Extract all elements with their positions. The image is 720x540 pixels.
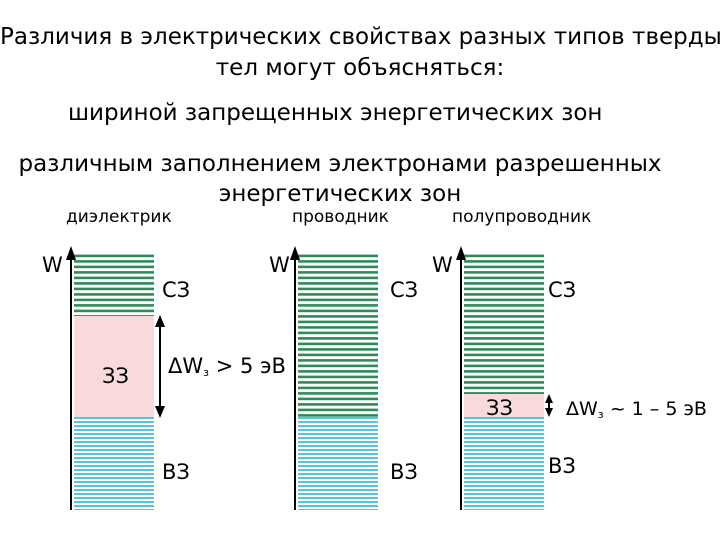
dielectric-axis-label: W <box>42 253 63 277</box>
dielectric-forbidden-band <box>74 316 154 417</box>
dielectric-diagram <box>66 246 165 510</box>
semiconductor-gap-label: ЗЗ <box>486 396 513 420</box>
conductor-axis-label: W <box>269 253 290 277</box>
conductor-axis-arrowhead <box>290 246 300 260</box>
dielectric-cb-label: СЗ <box>162 278 191 302</box>
conductor-diagram <box>290 246 378 510</box>
conductor-valence-band <box>298 417 378 510</box>
semiconductor-conduction-band <box>464 254 544 394</box>
semiconductor-gap-arrowhead-top <box>545 394 553 403</box>
dielectric-gap-subscript: з <box>203 366 209 379</box>
dielectric-axis-arrowhead <box>66 246 76 260</box>
conductor-vb-label: ВЗ <box>390 460 418 484</box>
title-line-1: Различия в электрических свойствах разны… <box>0 24 720 50</box>
semiconductor-gap-symbol: ΔW <box>566 398 598 420</box>
dielectric-conduction-band <box>74 254 154 316</box>
point2-line-2: энергетических зон <box>218 181 462 207</box>
semiconductor-valence-band <box>464 417 544 510</box>
semiconductor-axis-label: W <box>432 253 453 277</box>
dielectric-vb-label: ВЗ <box>162 460 190 484</box>
dielectric-gap-symbol: ΔW <box>168 354 204 378</box>
point2-line-1: различным заполнением электронами разреш… <box>18 151 662 177</box>
semiconductor-axis-arrowhead <box>456 246 466 260</box>
semiconductor-diagram <box>456 246 553 510</box>
semiconductor-forbidden-band <box>464 394 544 417</box>
caption-dielectric: диэлектрик <box>66 207 172 227</box>
semiconductor-cb-label: СЗ <box>548 278 577 302</box>
point-band-filling: различным заполнением электронами разреш… <box>0 149 680 209</box>
dielectric-gap-arrowhead-top <box>155 315 165 327</box>
semiconductor-vb-label: ВЗ <box>548 454 576 478</box>
caption-conductor: проводник <box>292 207 389 227</box>
caption-semiconductor: полупроводник <box>452 207 592 227</box>
dielectric-gap-value: ΔWз > 5 эВ <box>168 354 286 379</box>
dielectric-gap-amount: > 5 эВ <box>215 354 286 378</box>
semiconductor-gap-arrowhead-bottom <box>545 408 553 417</box>
conductor-cb-label: СЗ <box>390 278 419 302</box>
point-band-gap-width: шириной запрещенных энергетических зон <box>68 100 603 126</box>
dielectric-valence-band <box>74 417 154 510</box>
dielectric-gap-label: ЗЗ <box>102 364 129 388</box>
semiconductor-gap-amount: ~ 1 – 5 эВ <box>609 398 707 420</box>
semiconductor-gap-value: ΔWз ~ 1 – 5 эВ <box>566 398 707 421</box>
page-title: Различия в электрических свойствах разны… <box>0 22 720 84</box>
dielectric-gap-arrowhead-bottom <box>155 406 165 418</box>
title-line-2: тел могут объясняться: <box>215 55 505 81</box>
semiconductor-gap-subscript: з <box>597 408 604 421</box>
conductor-conduction-band <box>298 254 378 417</box>
